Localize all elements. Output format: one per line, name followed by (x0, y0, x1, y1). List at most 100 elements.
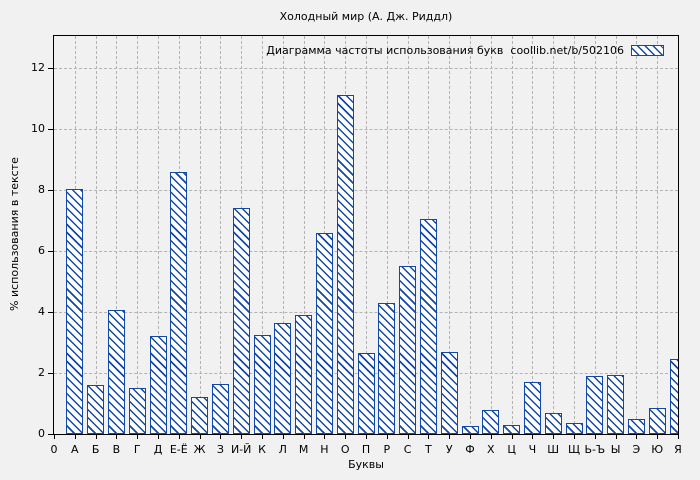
v-gridline (532, 36, 534, 434)
legend-label: Диаграмма частоты использования букв coo… (266, 44, 624, 57)
x-tick-label: Ы (610, 443, 621, 456)
bar (607, 374, 625, 434)
bar (627, 418, 645, 434)
y-tick (48, 190, 53, 191)
bar (565, 423, 583, 434)
x-tick-label: Е-Ё (169, 443, 188, 456)
y-tick-label: 12 (31, 61, 45, 75)
x-tick (241, 435, 243, 439)
v-gridline (553, 36, 555, 434)
bar (128, 388, 146, 434)
bar (253, 334, 271, 434)
bar (669, 359, 678, 434)
x-tick (594, 435, 596, 439)
y-tick-label: 0 (38, 427, 45, 440)
v-gridline (158, 36, 159, 434)
x-tick-label: Ч (528, 443, 537, 456)
x-tick-label: Н (320, 443, 329, 456)
x-tick (178, 435, 180, 439)
x-tick-label: О (340, 443, 350, 456)
v-gridline (615, 36, 617, 434)
v-gridline (407, 36, 409, 434)
x-tick-label: К (258, 443, 266, 456)
v-gridline (220, 36, 222, 434)
bar (503, 424, 521, 434)
x-axis-title: Буквы (348, 458, 384, 471)
y-tick-label: 6 (38, 244, 45, 257)
y-tick-label: 8 (38, 183, 45, 196)
x-tick (220, 435, 222, 439)
x-tick (657, 435, 659, 439)
bar (440, 351, 458, 434)
v-gridline (511, 36, 513, 434)
x-tick-label: Г (133, 443, 141, 456)
x-tick (345, 435, 347, 439)
v-gridline (303, 36, 305, 434)
x-tick-label: Я (674, 443, 682, 456)
bar (211, 383, 229, 434)
bar (107, 310, 125, 434)
v-gridline (137, 36, 139, 434)
bar (419, 219, 437, 434)
v-gridline (262, 36, 263, 434)
bar (149, 336, 167, 434)
x-tick-label: В (112, 443, 121, 456)
x-tick (532, 435, 534, 439)
x-tick (54, 435, 55, 439)
x-tick (428, 435, 430, 439)
x-tick-label: Л (278, 443, 287, 456)
v-gridline (636, 36, 638, 434)
v-gridline (678, 36, 679, 434)
bar (357, 353, 375, 434)
v-gridline (95, 36, 97, 434)
x-tick-label: И-Й (230, 443, 252, 456)
x-tick-label: А (71, 443, 79, 456)
bar (399, 266, 417, 434)
x-tick-label: Щ (567, 443, 581, 456)
x-tick-label: Ж (193, 443, 206, 456)
v-gridline (594, 36, 596, 434)
x-tick (303, 435, 305, 439)
x-tick (366, 435, 367, 439)
x-tick (74, 435, 76, 439)
x-tick-label: Б (91, 443, 100, 456)
x-tick-label: Т (425, 443, 432, 456)
x-tick (490, 435, 492, 439)
y-tick (48, 373, 53, 374)
v-gridline (386, 36, 388, 434)
bar (315, 232, 333, 434)
v-gridline (470, 36, 471, 434)
bar (295, 315, 313, 434)
x-tick-label: Д (153, 443, 163, 456)
y-tick (48, 129, 53, 131)
y-tick-label: 4 (38, 305, 45, 318)
legend: Диаграмма частоты использования букв coo… (266, 44, 664, 57)
x-tick (282, 435, 284, 439)
chart-title: Холодный мир (А. Дж. Риддл) (279, 10, 453, 23)
x-tick (199, 435, 201, 439)
x-tick (470, 435, 471, 439)
bar (274, 322, 292, 434)
x-tick-label: Ю (651, 443, 664, 456)
y-tick (48, 434, 53, 435)
plot-area: Диаграмма частоты использования букв coo… (53, 35, 679, 435)
x-tick-label: Ц (507, 443, 516, 456)
x-tick-label: Ь-Ъ (584, 443, 606, 456)
bar (648, 408, 666, 434)
x-tick (636, 435, 638, 439)
x-tick (386, 435, 388, 439)
bar (378, 302, 396, 434)
x-tick-label: Р (383, 443, 391, 456)
x-tick-label: 0 (50, 443, 58, 456)
v-gridline (366, 36, 367, 434)
v-gridline (116, 36, 118, 434)
x-tick (262, 435, 263, 439)
bar (170, 171, 188, 434)
x-tick (137, 435, 139, 439)
x-tick (324, 435, 326, 439)
bar (586, 376, 604, 434)
x-tick (553, 435, 555, 439)
x-tick (407, 435, 409, 439)
x-tick (116, 435, 118, 439)
